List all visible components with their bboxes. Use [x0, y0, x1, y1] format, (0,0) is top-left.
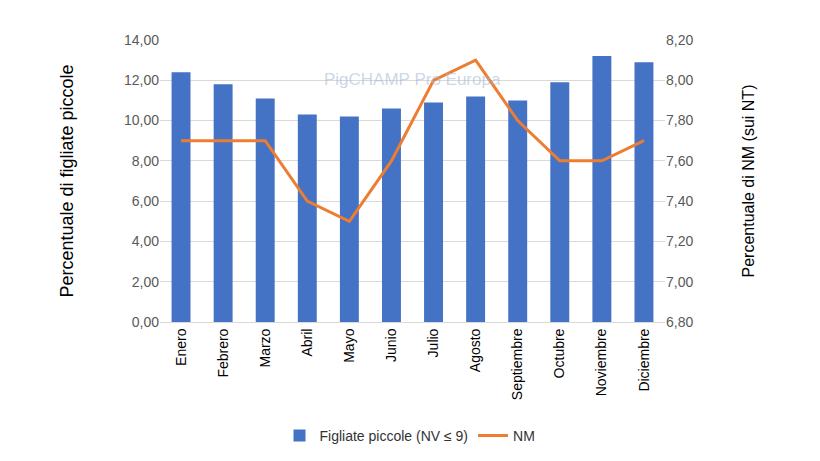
svg-text:8,00: 8,00 — [666, 72, 693, 88]
svg-text:2,00: 2,00 — [132, 274, 159, 290]
svg-text:Septiembre: Septiembre — [509, 328, 525, 400]
svg-text:7,00: 7,00 — [666, 274, 693, 290]
svg-text:Diciembre: Diciembre — [636, 328, 652, 391]
svg-text:Marzo: Marzo — [257, 328, 273, 367]
svg-text:7,40: 7,40 — [666, 193, 693, 209]
svg-text:Mayo: Mayo — [341, 328, 357, 362]
svg-text:Enero: Enero — [173, 328, 189, 366]
svg-text:Febrero: Febrero — [215, 328, 231, 377]
svg-text:PigCHAMP Pro Europa: PigCHAMP Pro Europa — [324, 70, 501, 89]
svg-text:Julio: Julio — [425, 328, 441, 357]
svg-text:4,00: 4,00 — [132, 233, 159, 249]
svg-text:Noviembre: Noviembre — [593, 328, 609, 396]
svg-text:10,00: 10,00 — [124, 112, 159, 128]
svg-text:Junio: Junio — [383, 328, 399, 362]
svg-text:Figliate piccole (NV ≤ 9): Figliate piccole (NV ≤ 9) — [320, 428, 469, 444]
svg-text:7,80: 7,80 — [666, 112, 693, 128]
svg-text:NM: NM — [513, 428, 535, 444]
svg-text:Percentuale di figliate piccol: Percentuale di figliate piccole — [57, 64, 77, 297]
svg-text:12,00: 12,00 — [124, 72, 159, 88]
svg-text:Octubre: Octubre — [551, 328, 567, 378]
svg-text:Agosto: Agosto — [467, 328, 483, 372]
svg-text:8,20: 8,20 — [666, 32, 693, 48]
svg-text:Abril: Abril — [299, 329, 315, 357]
svg-text:6,00: 6,00 — [132, 193, 159, 209]
svg-text:8,00: 8,00 — [132, 153, 159, 169]
svg-text:0,00: 0,00 — [132, 314, 159, 330]
svg-text:7,60: 7,60 — [666, 153, 693, 169]
svg-text:14,00: 14,00 — [124, 32, 159, 48]
svg-text:7,20: 7,20 — [666, 233, 693, 249]
svg-text:Percentuale di NM (sui NT): Percentuale di NM (sui NT) — [740, 85, 757, 278]
svg-text:6,80: 6,80 — [666, 314, 693, 330]
